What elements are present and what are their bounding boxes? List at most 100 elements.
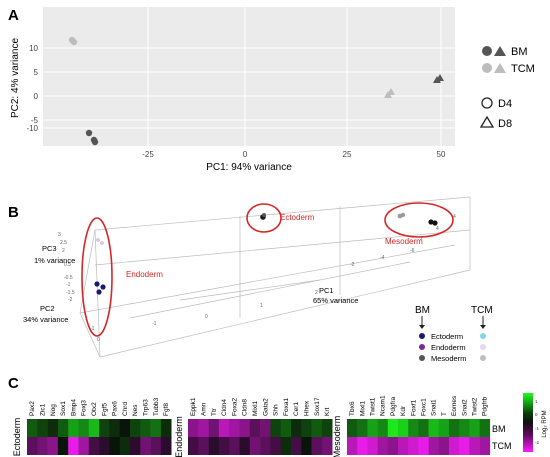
b-point-ectoderm (262, 213, 266, 217)
endoderm-heatmap-cell-bm (270, 419, 281, 437)
legend-bm-mesoderm-dot (419, 355, 425, 361)
ectoderm-heatmap-cell-tcm (47, 437, 59, 455)
svg-text:-4: -4 (380, 255, 385, 261)
mesoderm-heatmap-cell-tcm (449, 437, 460, 455)
endoderm-heatmap-cell-tcm (321, 437, 333, 455)
b-point-tcm-mesoderm (400, 212, 406, 218)
ectoderm-heatmap-cell-tcm (88, 437, 100, 455)
a-ytick-neg5: -5 (31, 116, 39, 125)
ectoderm-gene-label: Zic1 (39, 403, 46, 416)
ectoderm-heatmap-cell-bm (99, 419, 110, 437)
mesoderm-heatmap-cell-bm (469, 419, 480, 437)
mesoderm-heatmap-cell-bm (357, 419, 368, 437)
row-label-bm: BM (492, 424, 506, 434)
b-point-tcm-endoderm (100, 241, 104, 245)
svg-text:-2: -2 (350, 262, 355, 268)
legend-item-mesoderm: Mesoderm (431, 354, 466, 363)
ectoderm-heatmap-cell-bm (78, 419, 90, 437)
svg-text:-6: -6 (410, 248, 415, 254)
mesoderm-heatmap-cell-tcm (438, 437, 450, 455)
ectoderm-gene-label: Sox1 (60, 401, 67, 416)
legend-tcm-triangle (494, 63, 506, 73)
ectoderm-heatmap-cell-bm (37, 419, 48, 437)
svg-text:4: 4 (453, 214, 456, 220)
endoderm-gene-label: Hhex (303, 400, 310, 416)
mesoderm-heatmap-cell-bm (428, 419, 440, 437)
ectoderm-heatmap-cell-bm (140, 419, 151, 437)
svg-text:-2: -2 (535, 440, 539, 445)
a-ytick-0: 0 (34, 92, 39, 101)
ectoderm-heatmap-cell-tcm (130, 437, 141, 455)
legend-bm-triangle (494, 46, 506, 56)
ectoderm-heatmap-cell-bm (119, 419, 131, 437)
mesoderm-gene-label: Twist2 (472, 397, 479, 416)
mesoderm-heatmap-cell-bm (418, 419, 429, 437)
ectoderm-heatmap-cell-tcm (37, 437, 48, 455)
legend-item-endoderm: Endoderm (431, 343, 466, 352)
svg-text:-1: -1 (90, 326, 95, 332)
endoderm-heatmap-cell-bm (208, 419, 220, 437)
endoderm-gene-label: Gata2 (262, 398, 269, 416)
svg-text:0: 0 (205, 314, 208, 320)
row-label-tcm: TCM (492, 441, 512, 451)
legend-tcm-label: TCM (511, 63, 535, 75)
mesoderm-group-label: Mesoderm (332, 416, 342, 457)
ectoderm-heatmap-cell-tcm (68, 437, 79, 455)
ectoderm-heatmap (27, 419, 172, 455)
legend-d4-circle (481, 97, 493, 109)
panel-b-legend: BM TCM Ectoderm Endoderm Mesoderm (415, 305, 493, 363)
a-xtick-0: 0 (243, 150, 248, 159)
mesoderm-gene-label: Pdgfra (390, 396, 397, 416)
a-point-tcm-d8 (387, 88, 395, 95)
ectoderm-heatmap-cell-tcm (27, 437, 38, 455)
endoderm-heatmap (188, 419, 333, 455)
ectoderm-gene-label: Pax2 (29, 401, 36, 416)
ectoderm-heatmap-cell-bm (160, 419, 172, 437)
mesoderm-gene-label: Foxf1 (410, 399, 417, 416)
endoderm-heatmap-cell-bm (218, 419, 230, 437)
endoderm-heatmap-cell-tcm (198, 437, 209, 455)
ectoderm-group-label: Ectoderm (12, 418, 22, 457)
a-ytick-5: 5 (34, 68, 39, 77)
pc3-variance: 1% variance (34, 256, 75, 265)
svg-text:2: 2 (315, 290, 318, 296)
ectoderm-heatmap-cell-bm (47, 419, 59, 437)
mesoderm-heatmap-cell-bm (377, 419, 389, 437)
color-scale-bar (523, 393, 533, 452)
endoderm-gene-label: Mixl1 (252, 400, 259, 416)
svg-text:0: 0 (535, 412, 538, 417)
svg-text:-0.5: -0.5 (64, 275, 73, 281)
mesoderm-gene-label: Tbx6 (349, 401, 356, 416)
mesoderm-gene-label: Foxc1 (421, 398, 428, 416)
ectoderm-gene-label: Foxj3 (81, 400, 88, 416)
ectoderm-gene-label: Fgf5 (101, 403, 108, 416)
mesoderm-heatmap-cell-bm (438, 419, 450, 437)
mesoderm-heatmap-cell-bm (459, 419, 470, 437)
endoderm-heatmap-cell-tcm (218, 437, 230, 455)
svg-text:3: 3 (58, 232, 61, 238)
endoderm-heatmap-cell-bm (301, 419, 312, 437)
a-point-bm-d4 (91, 138, 99, 146)
endoderm-gene-labels: Eppk1 Amn Ttr Cldn4 Foxa2 Cldn8 Mixl1 Gata2 Shh F… (190, 397, 331, 416)
mesoderm-heatmap-cell-bm (347, 419, 358, 437)
legend-tcm-mesoderm-dot (480, 355, 486, 361)
mesoderm-gene-label: Twist1 (370, 397, 377, 416)
legend-d8-triangle (479, 115, 495, 128)
mesoderm-heatmap-cell-bm (449, 419, 460, 437)
endoderm-heatmap-cell-tcm (280, 437, 292, 455)
ectoderm-gene-label: Nog (50, 404, 57, 416)
mesoderm-heatmap-cell-tcm (408, 437, 419, 455)
b-point-bm-mesoderm (432, 220, 438, 226)
b-point-bm-endoderm (96, 289, 102, 295)
legend-item-ectoderm: Ectoderm (431, 332, 463, 341)
mesoderm-heatmap-cell-tcm (398, 437, 409, 455)
a-point-tcm-d4 (68, 36, 76, 44)
ectoderm-heatmap-cell-tcm (140, 437, 151, 455)
b-point-bm-mesoderm (428, 219, 434, 225)
panel-a-x-ticks: -25 0 25 50 (142, 150, 446, 159)
ectoderm-gene-label: Bmp4 (70, 399, 77, 416)
endoderm-heatmap-cell-bm (188, 419, 199, 437)
mesoderm-heatmap-cell-tcm (387, 437, 399, 455)
mesoderm-heatmap-cell-tcm (469, 437, 480, 455)
endoderm-heatmap-cell-tcm (311, 437, 323, 455)
